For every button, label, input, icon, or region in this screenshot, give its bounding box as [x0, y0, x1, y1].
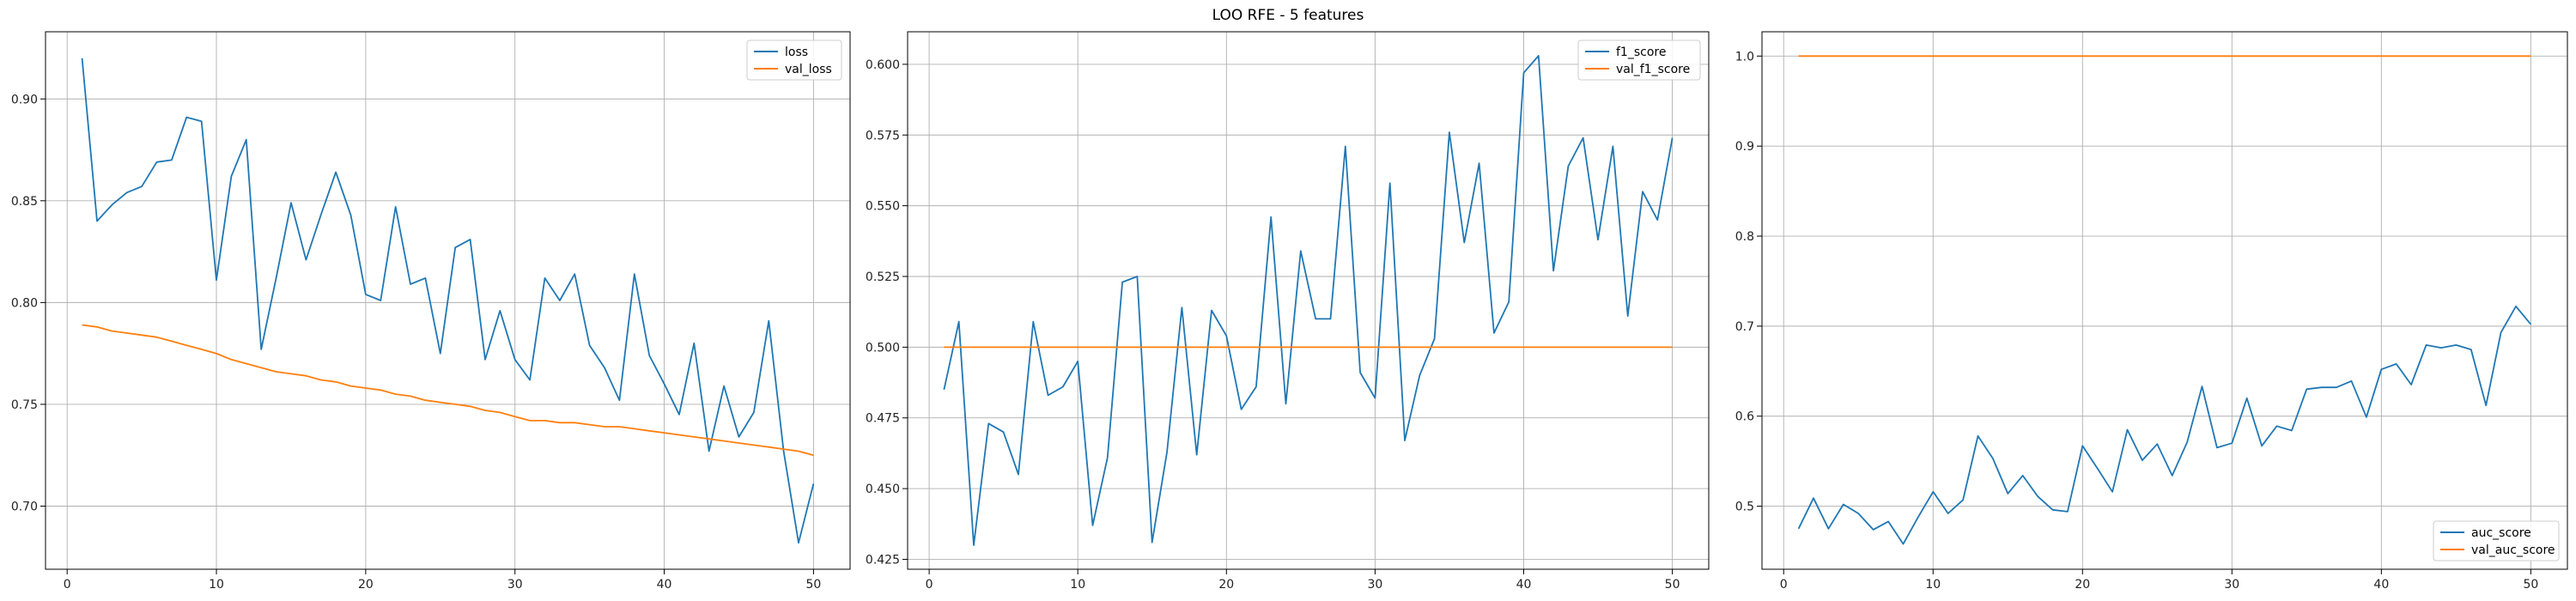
x-tick-label: 0: [64, 578, 71, 592]
legend: auc_score val_auc_score: [2433, 520, 2560, 562]
x-tick-label: 50: [805, 578, 821, 592]
series-line-loss: [81, 58, 815, 544]
plot-frame: [45, 31, 851, 570]
y-tick-label: 0.70: [11, 500, 38, 513]
x-tick-label: 40: [1516, 578, 1532, 592]
legend-label: val_f1_score: [1616, 63, 1690, 76]
x-tick-label: 30: [507, 578, 523, 592]
series-line-auc-score: [1797, 305, 2532, 545]
legend-label: auc_score: [2471, 526, 2531, 540]
x-tick-label: 40: [2373, 578, 2389, 592]
y-tick-label: 0.75: [11, 398, 38, 412]
y-tick-label: 0.5: [1735, 501, 1754, 514]
y-tick-label: 0.550: [866, 200, 900, 214]
x-tick-label: 20: [1218, 578, 1234, 592]
x-tick-label: 0: [1780, 578, 1788, 592]
legend: f1_score val_f1_score: [1577, 39, 1701, 81]
y-tick-label: 0.450: [866, 483, 900, 496]
legend-box: [746, 39, 842, 81]
y-tick-label: 0.500: [866, 341, 900, 355]
legend-label: val_auc_score: [2471, 543, 2555, 557]
y-tick-label: 0.600: [866, 58, 900, 72]
y-tick-label: 0.575: [866, 129, 900, 143]
legend-label: f1_score: [1616, 46, 1666, 59]
plot-frame: [1761, 31, 2568, 570]
y-tick-label: 0.475: [866, 412, 900, 426]
y-tick-label: 0.525: [866, 270, 900, 284]
series-line-val-loss: [82, 324, 814, 457]
y-tick-label: 0.9: [1735, 140, 1754, 154]
y-tick-label: 1.0: [1735, 50, 1754, 64]
x-tick-label: 50: [1665, 578, 1680, 592]
y-tick-label: 0.80: [11, 296, 38, 310]
x-tick-label: 20: [358, 578, 374, 592]
x-tick-label: 0: [926, 578, 933, 592]
legend-box: [2433, 520, 2560, 562]
series-line-f1-score: [943, 55, 1674, 546]
legend-label: loss: [785, 46, 808, 59]
y-tick-label: 0.7: [1735, 320, 1754, 334]
y-tick-label: 0.85: [11, 195, 38, 209]
y-tick-label: 0.8: [1735, 230, 1754, 244]
x-tick-label: 20: [2075, 578, 2090, 592]
legend-label: val_loss: [785, 63, 832, 76]
y-tick-label: 0.425: [866, 553, 900, 567]
legend: loss val_loss: [746, 39, 842, 81]
x-tick-label: 10: [1925, 578, 1941, 592]
x-tick-label: 10: [209, 578, 224, 592]
y-tick-label: 0.90: [11, 93, 38, 106]
figure-title: LOO RFE - 5 features: [1212, 7, 1364, 24]
x-tick-label: 10: [1070, 578, 1085, 592]
x-tick-label: 30: [1367, 578, 1382, 592]
x-tick-label: 50: [2523, 578, 2538, 592]
x-tick-label: 30: [2224, 578, 2239, 592]
legend-box: [1577, 39, 1701, 81]
x-tick-label: 40: [657, 578, 672, 592]
y-tick-label: 0.6: [1735, 410, 1754, 424]
plot-frame: [907, 31, 1710, 570]
